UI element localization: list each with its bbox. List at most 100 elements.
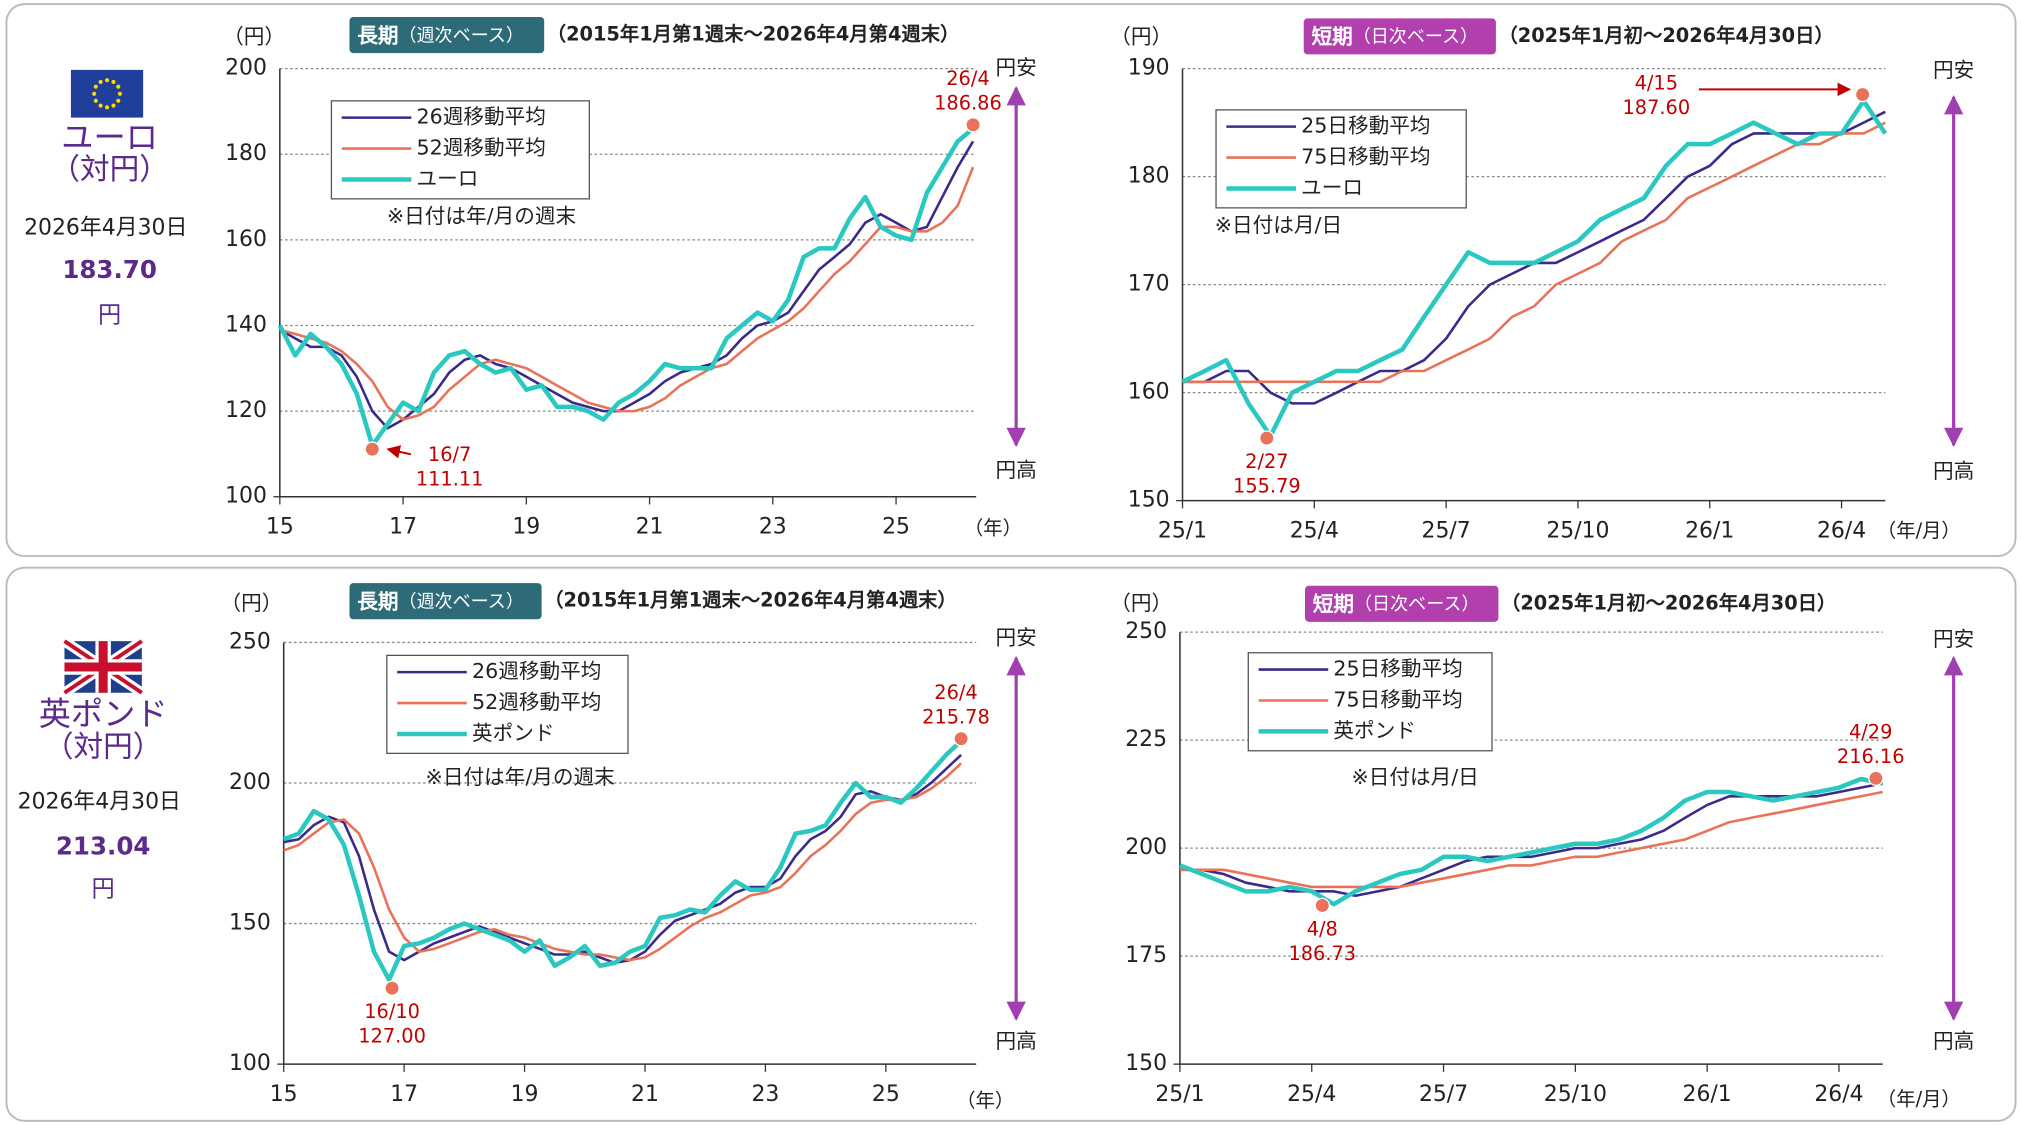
- x-tick-label: 25: [872, 1082, 900, 1107]
- y-axis-unit: （円）: [1110, 25, 1172, 49]
- rate-date: 2026年4月30日: [24, 216, 187, 241]
- annotation-date: 26/4: [946, 67, 989, 90]
- annotation-date: 2/27: [1245, 450, 1288, 473]
- badge-label: 短期: [1311, 25, 1352, 49]
- x-tick-label: 25: [882, 515, 910, 540]
- annotation-value: 186.73: [1288, 942, 1356, 965]
- chart-note: ※日付は年/月の週末: [387, 204, 576, 228]
- x-tick-label: 25/4: [1290, 519, 1339, 544]
- up-label: 円安: [996, 626, 1037, 650]
- series-line: [1182, 121, 1886, 384]
- y-tick-label: 150: [1128, 488, 1170, 513]
- legend-label: 75日移動平均: [1301, 145, 1430, 169]
- y-tick-label: 200: [229, 770, 271, 795]
- x-tick-label: 25/1: [1158, 519, 1207, 544]
- currency-name: 英ポンド: [39, 695, 168, 733]
- y-tick-label: 150: [1125, 1051, 1167, 1076]
- x-tick-label: 25/7: [1422, 519, 1471, 544]
- annotation-date: 4/15: [1635, 72, 1678, 95]
- annotation-marker: [953, 730, 969, 747]
- annotation-marker: [1868, 770, 1884, 787]
- badge-note: （週次ベース）: [398, 591, 523, 612]
- x-tick-label: 21: [631, 1082, 659, 1107]
- legend-label: 英ポンド: [472, 721, 555, 745]
- annotation-marker: [364, 441, 381, 457]
- legend-label: 52週移動平均: [417, 136, 546, 160]
- x-tick-label: 26/4: [1817, 519, 1866, 544]
- badge-note: （日次ベース）: [1353, 27, 1478, 48]
- eu-flag: [70, 69, 144, 118]
- down-label: 円高: [996, 1029, 1037, 1053]
- badge: [349, 583, 542, 620]
- y-tick-label: 100: [229, 1051, 271, 1076]
- x-tick-label: 23: [759, 515, 787, 540]
- rate-unit: 円: [92, 876, 115, 903]
- chart-note: ※日付は月/日: [1351, 765, 1478, 789]
- legend-label: 26週移動平均: [472, 659, 601, 683]
- currency-sub: （対円）: [44, 729, 163, 764]
- x-tick-label: 19: [512, 515, 540, 540]
- period: （2015年1月第1週末～2026年4月第4週末）: [544, 589, 957, 612]
- rate-date: 2026年4月30日: [18, 789, 181, 814]
- x-axis-unit: （年/月）: [1877, 1088, 1961, 1111]
- annotation-marker: [1854, 86, 1871, 103]
- badge-text: 長期（週次ベース）: [357, 23, 524, 47]
- y-tick-label: 120: [225, 398, 267, 423]
- currency-name: ユーロ: [61, 119, 158, 157]
- y-tick-label: 200: [1125, 835, 1167, 860]
- up-label: 円安: [1933, 627, 1974, 651]
- annotation-date: 16/10: [364, 1000, 420, 1023]
- series-line: [1179, 790, 1883, 889]
- y-axis-unit: （円）: [223, 25, 285, 49]
- period: （2015年1月第1週末～2026年4月第4週末）: [547, 23, 960, 46]
- y-tick-label: 250: [1125, 619, 1167, 644]
- period: （2025年1月初～2026年4月30日）: [1501, 591, 1836, 614]
- annotation-value: 186.86: [934, 92, 1002, 115]
- legend-label: 25日移動平均: [1301, 114, 1430, 138]
- chart-note: ※日付は月/日: [1215, 213, 1342, 237]
- down-label: 円高: [996, 458, 1037, 482]
- y-tick-label: 190: [1128, 56, 1170, 81]
- rate-unit: 円: [98, 302, 121, 329]
- annotation-marker: [965, 117, 981, 133]
- legend-label: 25日移動平均: [1333, 657, 1462, 681]
- y-axis-unit: （円）: [221, 591, 283, 615]
- y-tick-label: 200: [225, 56, 267, 81]
- x-axis-unit: （年）: [956, 1089, 1014, 1112]
- badge-text: 短期（日次ベース）: [1311, 25, 1478, 49]
- annotation-value: 216.16: [1837, 745, 1905, 768]
- badge-note: （日次ベース）: [1354, 594, 1479, 615]
- y-tick-label: 250: [229, 629, 271, 654]
- x-tick-label: 17: [389, 515, 417, 540]
- badge-note: （週次ベース）: [398, 25, 523, 46]
- annotation-marker: [1259, 430, 1275, 446]
- chart-note: ※日付は年/月の週末: [426, 765, 615, 789]
- down-label: 円高: [1933, 459, 1974, 483]
- x-tick-label: 25/1: [1155, 1082, 1204, 1107]
- rate-value: 213.04: [56, 831, 151, 860]
- legend-label: ユーロ: [1301, 176, 1363, 200]
- series-line: [282, 739, 963, 983]
- badge: [349, 17, 545, 54]
- badge: [1305, 585, 1499, 622]
- annotation-date: 4/29: [1849, 721, 1892, 744]
- y-tick-label: 180: [1128, 164, 1170, 189]
- badge-label: 短期: [1313, 592, 1354, 616]
- up-label: 円安: [1933, 58, 1974, 82]
- annotation-value: 155.79: [1233, 475, 1301, 498]
- x-tick-label: 26/1: [1683, 1082, 1732, 1107]
- x-tick-label: 15: [270, 1082, 298, 1107]
- annotation-value: 127.00: [358, 1025, 426, 1048]
- x-axis-unit: （年/月）: [1877, 519, 1961, 542]
- y-tick-label: 160: [225, 227, 267, 252]
- x-tick-label: 21: [636, 515, 664, 540]
- y-tick-label: 150: [229, 911, 271, 936]
- y-tick-label: 225: [1125, 727, 1167, 752]
- badge-label: 長期: [357, 23, 398, 47]
- period: （2025年1月初～2026年4月30日）: [1498, 24, 1833, 47]
- x-tick-label: 19: [511, 1082, 539, 1107]
- legend-label: 52週移動平均: [472, 690, 601, 714]
- x-tick-label: 23: [751, 1082, 779, 1107]
- annotation-value: 187.60: [1622, 96, 1690, 119]
- x-tick-label: 17: [390, 1082, 418, 1107]
